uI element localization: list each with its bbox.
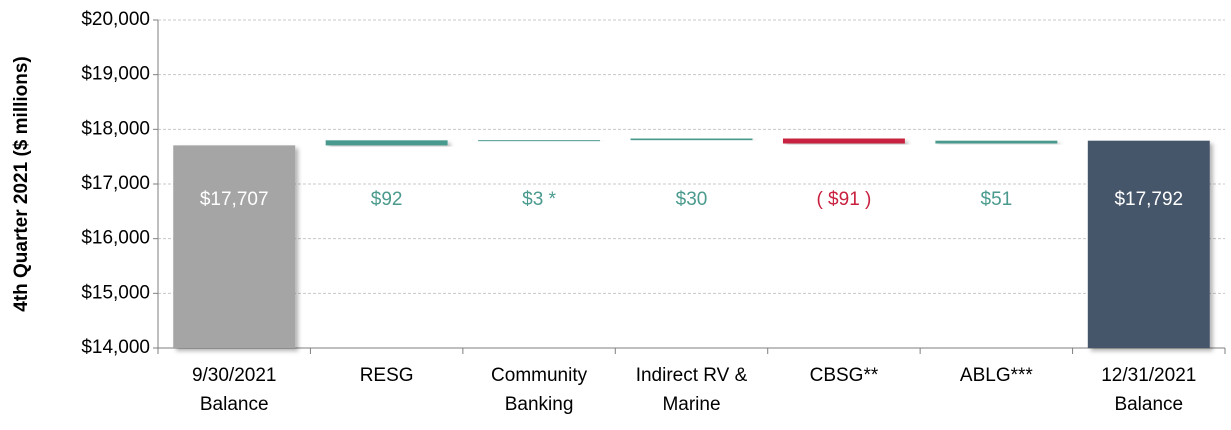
x-tick-label: Balance [1114,394,1183,415]
x-tick-label: Community [491,365,588,386]
value-label: ( $91 ) [816,189,871,210]
x-tick-label: Banking [505,394,574,415]
y-tick-label: $20,000 [81,9,150,30]
bar [1087,140,1210,348]
bar [325,140,448,146]
value-label: $92 [371,189,403,210]
x-tick-label: CBSG** [810,365,879,386]
value-label: $51 [981,189,1013,210]
x-tick-label: Indirect RV & [636,365,748,386]
x-tick-label: 9/30/2021 [192,365,277,386]
value-label: $30 [676,189,708,210]
value-label: $17,707 [200,189,269,210]
x-tick-label: RESG [360,365,414,386]
bar [630,138,753,141]
y-tick-label: $14,000 [81,337,150,358]
x-tick-label: Marine [662,394,720,415]
value-label: $3 * [522,189,556,210]
y-tick-label: $19,000 [81,64,150,85]
y-axis-label: 4th Quarter 2021 ($ millions) [11,56,32,312]
y-tick-label: $18,000 [81,118,150,139]
bar [173,145,296,348]
y-tick-label: $15,000 [81,282,150,303]
bar [478,140,601,142]
x-tick-label: 12/31/2021 [1101,365,1196,386]
y-tick-label: $16,000 [81,228,150,249]
bar [782,138,905,144]
x-tick-label: ABLG*** [960,365,1033,386]
value-label: $17,792 [1114,189,1183,210]
y-tick-label: $17,000 [81,173,150,194]
bar [935,140,1058,144]
x-tick-label: Balance [200,394,269,415]
